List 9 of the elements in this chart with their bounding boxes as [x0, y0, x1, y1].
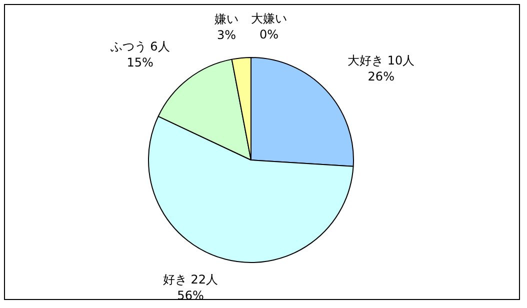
- slice-label: 好き 22人: [162, 272, 218, 286]
- category-label: 大嫌い: [251, 12, 287, 26]
- slice-label: 嫌い: [214, 12, 239, 26]
- data-label: 3%: [217, 28, 236, 42]
- slice-label: 大好き 10人: [348, 53, 415, 68]
- data-label: 15%: [126, 55, 154, 70]
- slice-label: ふつう 6人: [109, 39, 170, 54]
- data-label: 26%: [368, 69, 394, 84]
- text: 0%: [259, 28, 279, 42]
